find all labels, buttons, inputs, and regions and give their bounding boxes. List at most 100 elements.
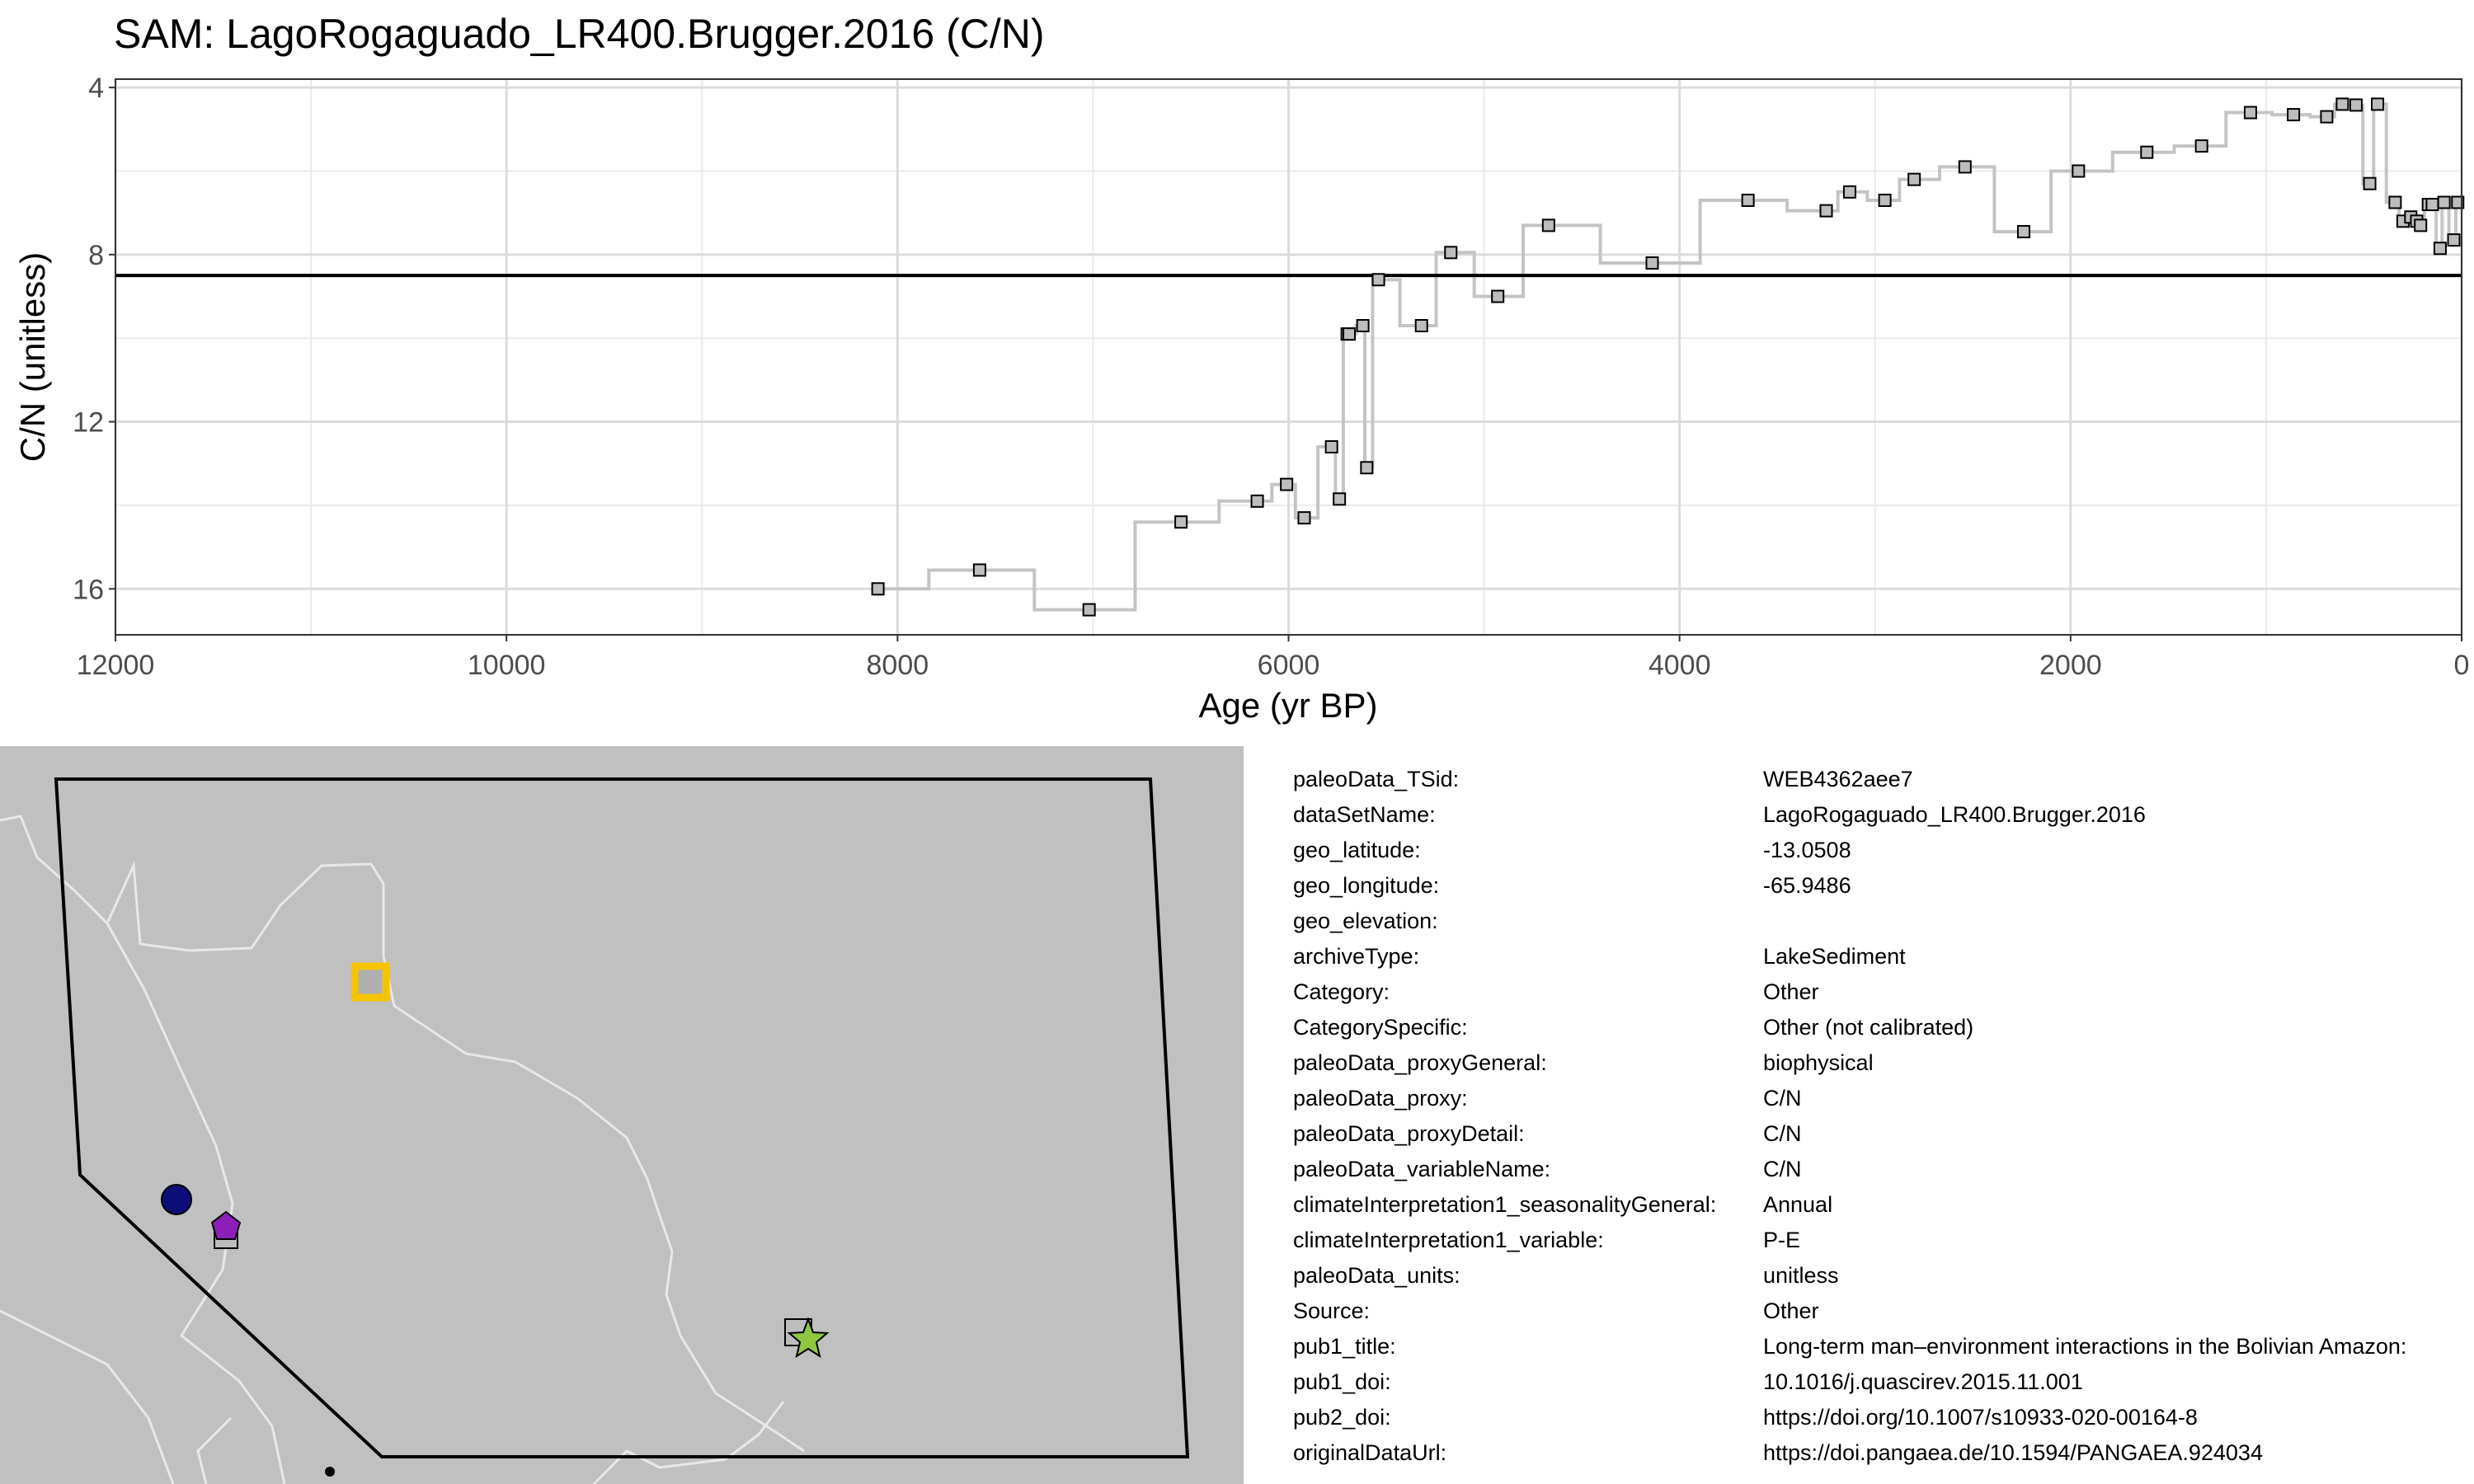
metadata-value: C/N — [1763, 1157, 1802, 1181]
metadata-key: paleoData_proxy: — [1293, 1086, 1468, 1111]
metadata-key: Source: — [1293, 1298, 1371, 1323]
metadata-row: paleoData_TSid: WEB4362aee7 — [1293, 762, 2472, 797]
data-point — [2363, 176, 2377, 190]
y-axis-label: C/N (unitless) — [13, 252, 52, 462]
metadata-key: paleoData_units: — [1293, 1263, 1460, 1288]
x-tick-label: 8000 — [867, 650, 929, 681]
x-axis-label: Age (yr BP) — [1198, 686, 1377, 725]
metadata-row: paleoData_units: unitless — [1293, 1258, 2472, 1294]
metadata-value: -65.9486 — [1763, 873, 1851, 898]
metadata-value: LagoRogaguado_LR400.Brugger.2016 — [1763, 802, 2146, 827]
metadata-value: P-E — [1763, 1228, 1801, 1252]
data-point — [1324, 439, 1338, 453]
data-point — [1645, 256, 1659, 270]
data-point — [2433, 242, 2447, 256]
metadata-value: C/N — [1763, 1086, 1802, 1111]
metadata-value: 10.1016/j.quascirev.2015.11.001 — [1763, 1369, 2083, 1394]
data-point — [2140, 145, 2154, 159]
data-point — [1333, 492, 1347, 506]
metadata-value: unitless — [1763, 1263, 1839, 1288]
map-white-margin — [0, 742, 1244, 746]
metadata-key: Category: — [1293, 979, 1390, 1004]
metadata-value — [1763, 904, 2472, 939]
data-point — [2072, 164, 2086, 178]
metadata-value: Other (not calibrated) — [1763, 1015, 1974, 1040]
x-axis-ticks: 12000 10000 8000 6000 4000 2000 0 — [77, 635, 2469, 681]
metadata-key: pub1_title: — [1293, 1334, 1396, 1359]
metadata-key: paleoData_proxyGeneral: — [1293, 1050, 1547, 1075]
y-tick-label: 12 — [73, 407, 104, 439]
site-map — [0, 742, 1244, 1484]
data-point — [2388, 195, 2402, 209]
metadata-value: Other — [1763, 1298, 1819, 1323]
metadata-row: geo_latitude: -13.0508 — [1293, 833, 2472, 868]
data-point — [1342, 327, 1356, 341]
metadata-row: Source: Other — [1293, 1294, 2472, 1329]
pentagon-site-marker — [210, 1210, 242, 1240]
data-point — [1878, 193, 1892, 207]
metadata-rows: paleoData_TSid: WEB4362aee7 dataSetName: La… — [1293, 762, 2472, 1471]
metadata-row: climateInterpretation1_variable: P-E — [1293, 1223, 2472, 1258]
metadata-key: geo_latitude: — [1293, 838, 1421, 862]
star-site-marker — [787, 1317, 830, 1359]
metadata-table: paleoData_TSid: WEB4362aee7 dataSetName: La… — [1293, 762, 2472, 1471]
data-point — [1819, 204, 1833, 218]
metadata-value: https://doi.org/10.1007/s10933-020-00164… — [1763, 1405, 2198, 1430]
metadata-row: climateInterpretation1_seasonalityGenera… — [1293, 1187, 2472, 1223]
data-point — [2425, 198, 2439, 212]
metadata-row: paleoData_variableName: C/N — [1293, 1152, 2472, 1187]
metadata-key: originalDataUrl: — [1293, 1440, 1447, 1465]
x-tick-label: 2000 — [2039, 650, 2102, 681]
data-point — [2371, 97, 2385, 111]
metadata-key: paleoData_variableName: — [1293, 1157, 1551, 1181]
metadata-key: CategorySpecific: — [1293, 1015, 1468, 1040]
metadata-row: pub2_doi: https://doi.org/10.1007/s10933-… — [1293, 1400, 2472, 1435]
metadata-key: paleoData_proxyDetail: — [1293, 1121, 1525, 1146]
data-point — [1541, 218, 1555, 232]
x-tick-label: 12000 — [77, 650, 155, 681]
data-point — [2349, 98, 2363, 112]
data-point — [2335, 97, 2349, 111]
data-point — [2194, 139, 2208, 153]
data-point — [2414, 218, 2428, 232]
y-tick-label: 4 — [88, 73, 104, 104]
y-tick-label: 16 — [73, 574, 104, 605]
metadata-value: WEB4362aee7 — [1763, 767, 1913, 791]
data-point — [1360, 461, 1374, 475]
metadata-key: dataSetName: — [1293, 802, 1436, 827]
data-point — [1741, 193, 1755, 207]
data-point — [1371, 273, 1385, 287]
data-point — [1174, 515, 1188, 529]
dot-site-marker — [325, 1467, 335, 1477]
metadata-value: -13.0508 — [1763, 838, 1851, 862]
x-tick-label: 4000 — [1649, 650, 1711, 681]
metadata-value: Long-term man–environment interactions i… — [1763, 1334, 2407, 1359]
metadata-row: geo_elevation: — [1293, 904, 2472, 939]
chart: SAM: LagoRogaguado_LR400.Brugger.2016 (C… — [13, 11, 2469, 725]
region-boundary — [54, 777, 1190, 1458]
data-point — [1356, 318, 1370, 332]
data-point — [1414, 318, 1428, 332]
metadata-row: paleoData_proxyGeneral: biophysical — [1293, 1045, 2472, 1081]
data-point — [871, 582, 885, 596]
metadata-key: climateInterpretation1_variable: — [1293, 1228, 1604, 1252]
data-point — [2437, 195, 2451, 209]
data-point — [2287, 108, 2301, 122]
metadata-row: dataSetName: LagoRogaguado_LR400.Brugger.… — [1293, 797, 2472, 833]
metadata-value: biophysical — [1763, 1050, 1874, 1075]
metadata-row: pub1_title: Long-term man–environment int… — [1293, 1329, 2472, 1364]
metadata-key: pub2_doi: — [1293, 1405, 1391, 1430]
y-axis-ticks: 4 8 12 16 — [73, 73, 115, 605]
chart-title: SAM: LagoRogaguado_LR400.Brugger.2016 (C… — [114, 11, 1045, 57]
metadata-key: geo_longitude: — [1293, 873, 1440, 898]
data-point — [2447, 233, 2461, 247]
data-point — [1958, 160, 1972, 174]
data-point — [1250, 494, 1264, 508]
selected-site-marker — [350, 962, 390, 1002]
metadata-value: LakeSediment — [1763, 944, 1906, 969]
metadata-key: archiveType: — [1293, 944, 1420, 969]
data-point — [1907, 172, 1921, 186]
data-point — [1082, 603, 1096, 617]
data-point — [1280, 477, 1294, 491]
metadata-value: Other — [1763, 979, 1819, 1004]
